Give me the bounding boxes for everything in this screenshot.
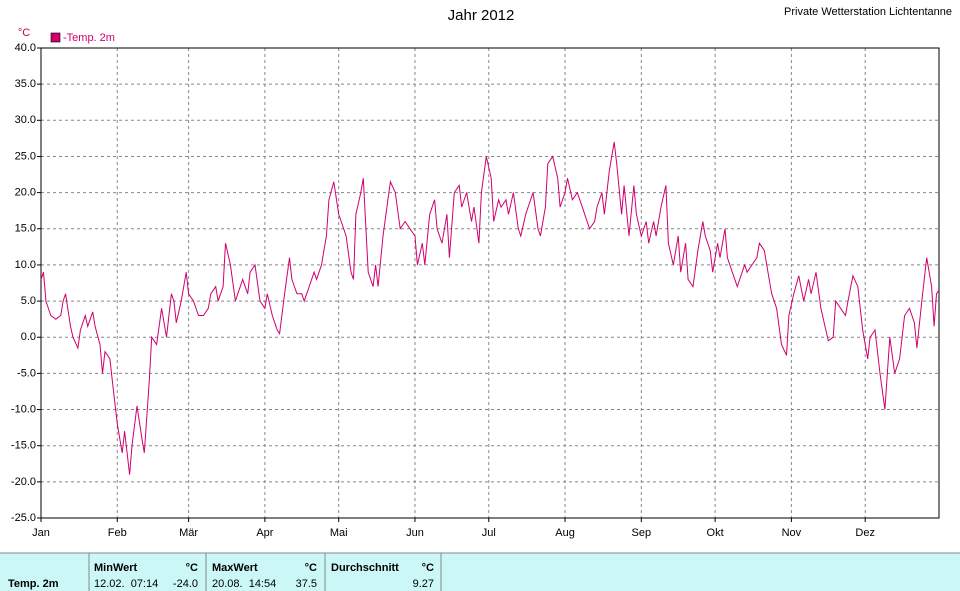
plot: -25.0 -20.0 -15.0 -10.0 -5.0 0.0 5.0 10.0 15.0 20…: [11, 32, 940, 539]
max-header: MaxWert: [212, 562, 258, 574]
y-tick-label: 20.0: [15, 187, 36, 199]
legend-swatch: [50, 32, 61, 43]
y-tick-label: 0.0: [21, 331, 36, 343]
y-tick-label: 10.0: [15, 259, 36, 271]
y-tick-label: 30.0: [15, 114, 36, 126]
max-unit: °C: [305, 562, 317, 574]
y-tick-label: -20.0: [11, 476, 36, 488]
y-tick-label: 35.0: [15, 78, 36, 90]
x-tick-label: Mai: [330, 527, 348, 539]
temperature-line: [40, 141, 940, 475]
min-unit: °C: [186, 562, 198, 574]
y-tick-label: 40.0: [15, 42, 36, 54]
station-name: Private Wetterstation Lichtentanne: [784, 6, 952, 18]
y-tick-label: 15.0: [15, 223, 36, 235]
avg-header: Durchschnitt: [331, 562, 399, 574]
x-tick-label: Feb: [108, 527, 127, 539]
summary-bar: [0, 553, 960, 591]
row-label: Temp. 2m: [8, 578, 59, 590]
x-tick-label: Dez: [855, 527, 875, 539]
y-tick-label: 25.0: [15, 150, 36, 162]
min-time: 12.02. 07:14: [94, 578, 158, 590]
legend-label: -Temp. 2m: [63, 32, 115, 44]
y-unit: °C: [18, 27, 30, 39]
min-header: MinWert: [94, 562, 138, 574]
plot-border: [40, 47, 940, 519]
x-tick-label: Mär: [179, 527, 198, 539]
chart-title: Jahr 2012: [448, 7, 515, 24]
x-tick-label: Nov: [782, 527, 802, 539]
y-tick-label: -10.0: [11, 403, 36, 415]
avg-value: 9.27: [413, 578, 434, 590]
y-tick-label: 5.0: [21, 295, 36, 307]
x-tick-label: Apr: [256, 527, 273, 539]
y-tick-label: -5.0: [17, 367, 36, 379]
x-tick-label: Jun: [406, 527, 424, 539]
summary-dividers: [0, 552, 960, 591]
max-value: 37.5: [296, 578, 317, 590]
y-tick-label: -15.0: [11, 440, 36, 452]
x-tick-label: Sep: [632, 527, 652, 539]
x-tick-label: Jan: [32, 527, 50, 539]
avg-unit: °C: [422, 562, 434, 574]
x-tick-label: Aug: [555, 527, 575, 539]
max-time: 20.08. 14:54: [212, 578, 276, 590]
x-tick-label: Okt: [707, 527, 724, 539]
x-tick-label: Jul: [482, 527, 496, 539]
y-tick-label: -25.0: [11, 512, 36, 524]
min-value: -24.0: [173, 578, 198, 590]
